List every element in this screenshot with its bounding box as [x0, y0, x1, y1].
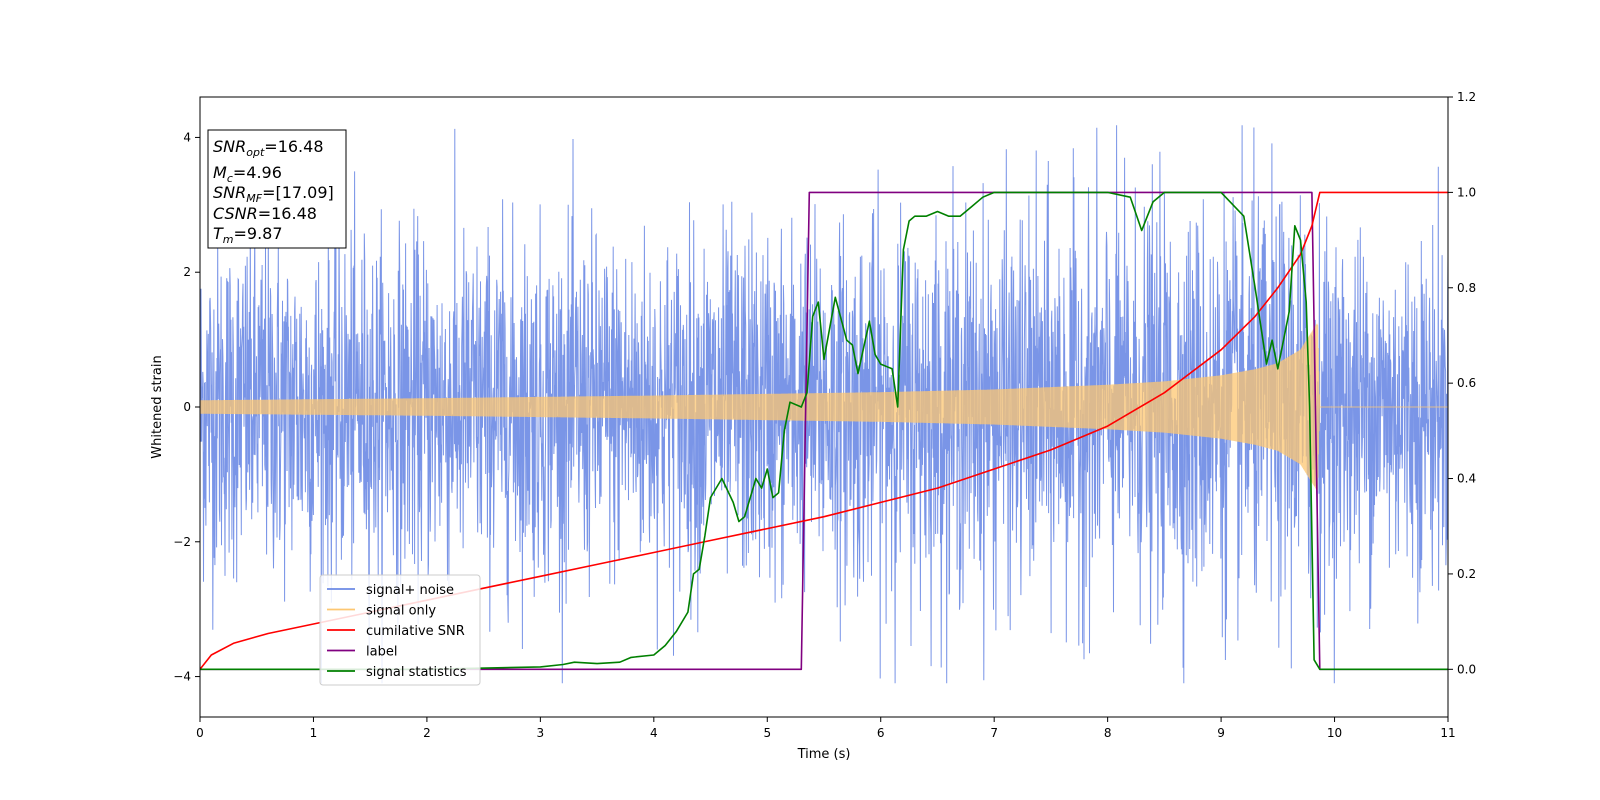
info-snr-mf: SNRMF=[17.09] — [213, 183, 334, 205]
y2-tick-label: 0.6 — [1457, 376, 1476, 390]
y2-tick-label: 1.2 — [1457, 90, 1476, 104]
x-tick-label: 0 — [196, 726, 204, 740]
x-tick-label: 11 — [1440, 726, 1455, 740]
info-snr-opt: SNRopt=16.48 — [213, 137, 324, 159]
legend-frame — [319, 574, 481, 686]
series-signal-noise — [200, 125, 1448, 684]
y-tick-label: −2 — [173, 535, 191, 549]
x-axis-label: Time (s) — [797, 747, 851, 762]
info-snr-mf-value: [17.09] — [275, 183, 333, 202]
info-csnr: CSNR=16.48 — [213, 204, 317, 223]
legend-label: label — [366, 645, 397, 660]
x-tick-label: 4 — [650, 726, 658, 740]
x-tick-label: 9 — [1217, 726, 1225, 740]
x-tick-label: 3 — [537, 726, 545, 740]
series-signal-statistics — [200, 191, 1448, 671]
y2-tick-label: 1.0 — [1457, 185, 1476, 199]
x-tick-label: 7 — [990, 726, 998, 740]
legend: signal+ noise signal only cumilative SNR la… — [319, 574, 481, 686]
x-axis-ticks: 0 1 2 3 4 5 6 7 8 9 10 11 — [196, 717, 1456, 740]
y-axis-label: Whitened strain — [150, 355, 165, 458]
x-tick-label: 8 — [1104, 726, 1112, 740]
legend-label: signal statistics — [366, 665, 467, 680]
info-mc-value: 4.96 — [246, 163, 282, 182]
y2-tick-label: 0.4 — [1457, 472, 1476, 486]
y-tick-label: 4 — [183, 130, 191, 144]
info-box-frame — [207, 129, 347, 249]
y2-tick-label: 0.8 — [1457, 281, 1476, 295]
info-csnr-value: 16.48 — [271, 204, 317, 223]
x-tick-label: 5 — [763, 726, 771, 740]
series-signal-only — [200, 323, 1448, 491]
y-tick-label: 2 — [183, 265, 191, 279]
x-tick-label: 1 — [310, 726, 318, 740]
x-tick-label: 10 — [1327, 726, 1342, 740]
y-axis-ticks: −4 −2 0 2 4 — [173, 130, 200, 684]
y2-tick-label: 0.2 — [1457, 567, 1476, 581]
legend-label: signal only — [366, 604, 436, 619]
info-box: SNRopt=16.48 Mc=4.96 SNRMF=[17.09] CSNR=… — [207, 129, 347, 249]
info-tm: Tm=9.87 — [213, 224, 283, 246]
legend-label: cumilative SNR — [366, 624, 465, 639]
y2-tick-label: 0.0 — [1457, 662, 1476, 676]
info-tm-value: 9.87 — [247, 224, 283, 243]
x-tick-label: 2 — [423, 726, 431, 740]
info-snr-opt-value: 16.48 — [278, 137, 324, 156]
legend-label: signal+ noise — [366, 583, 454, 598]
y2-axis-ticks: 0.0 0.2 0.4 0.6 0.8 1.0 1.2 — [1448, 90, 1476, 676]
y-tick-label: −4 — [173, 670, 191, 684]
x-tick-label: 6 — [877, 726, 885, 740]
y-tick-label: 0 — [183, 400, 191, 414]
info-mc: Mc=4.96 — [213, 163, 282, 185]
